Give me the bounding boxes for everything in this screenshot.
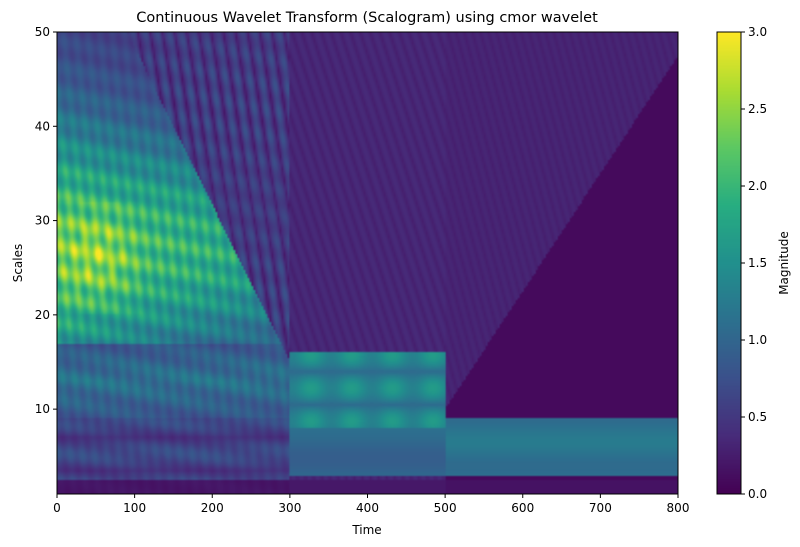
y-tick-label: 40	[35, 119, 50, 133]
colorbar-tick-label: 0.0	[748, 487, 767, 501]
x-tick-label: 600	[511, 501, 534, 515]
x-tick-label: 200	[201, 501, 224, 515]
y-tick-label: 30	[35, 214, 50, 228]
colorbar-tick-label: 1.5	[748, 256, 767, 270]
chart-title: Continuous Wavelet Transform (Scalogram)…	[136, 10, 598, 26]
y-axis-label: Scales	[11, 244, 25, 283]
y-tick-label: 20	[35, 308, 50, 322]
x-axis-label: Time	[351, 523, 381, 537]
x-tick-label: 400	[356, 501, 379, 515]
colorbar-tick-label: 2.0	[748, 179, 767, 193]
x-tick-label: 800	[667, 501, 690, 515]
colorbar-tick-label: 2.5	[748, 102, 767, 116]
heatmap-area	[56, 31, 679, 495]
y-tick-label: 50	[35, 25, 50, 39]
colorbar: 0.0 0.5 1.0 1.5 2.0 2.5 3.0 Magnitude	[716, 25, 791, 501]
y-tick-label: 10	[35, 402, 50, 416]
x-tick-label: 100	[123, 501, 146, 515]
colorbar-ticks: 0.0 0.5 1.0 1.5 2.0 2.5 3.0	[741, 25, 767, 501]
colorbar-tick-label: 0.5	[748, 410, 767, 424]
heatmap-image	[57, 32, 678, 494]
colorbar-tick-label: 1.0	[748, 333, 767, 347]
x-tick-label: 500	[434, 501, 457, 515]
x-tick-label: 700	[589, 501, 612, 515]
x-tick-label: 0	[53, 501, 61, 515]
x-axis: 0 100 200 300 400 500 600 700 800	[53, 494, 689, 515]
colorbar-label: Magnitude	[777, 231, 791, 295]
y-axis: 10 20 30 40 50	[35, 25, 57, 416]
x-tick-label: 300	[278, 501, 301, 515]
colorbar-gradient	[717, 32, 741, 494]
colorbar-tick-label: 3.0	[748, 25, 767, 39]
